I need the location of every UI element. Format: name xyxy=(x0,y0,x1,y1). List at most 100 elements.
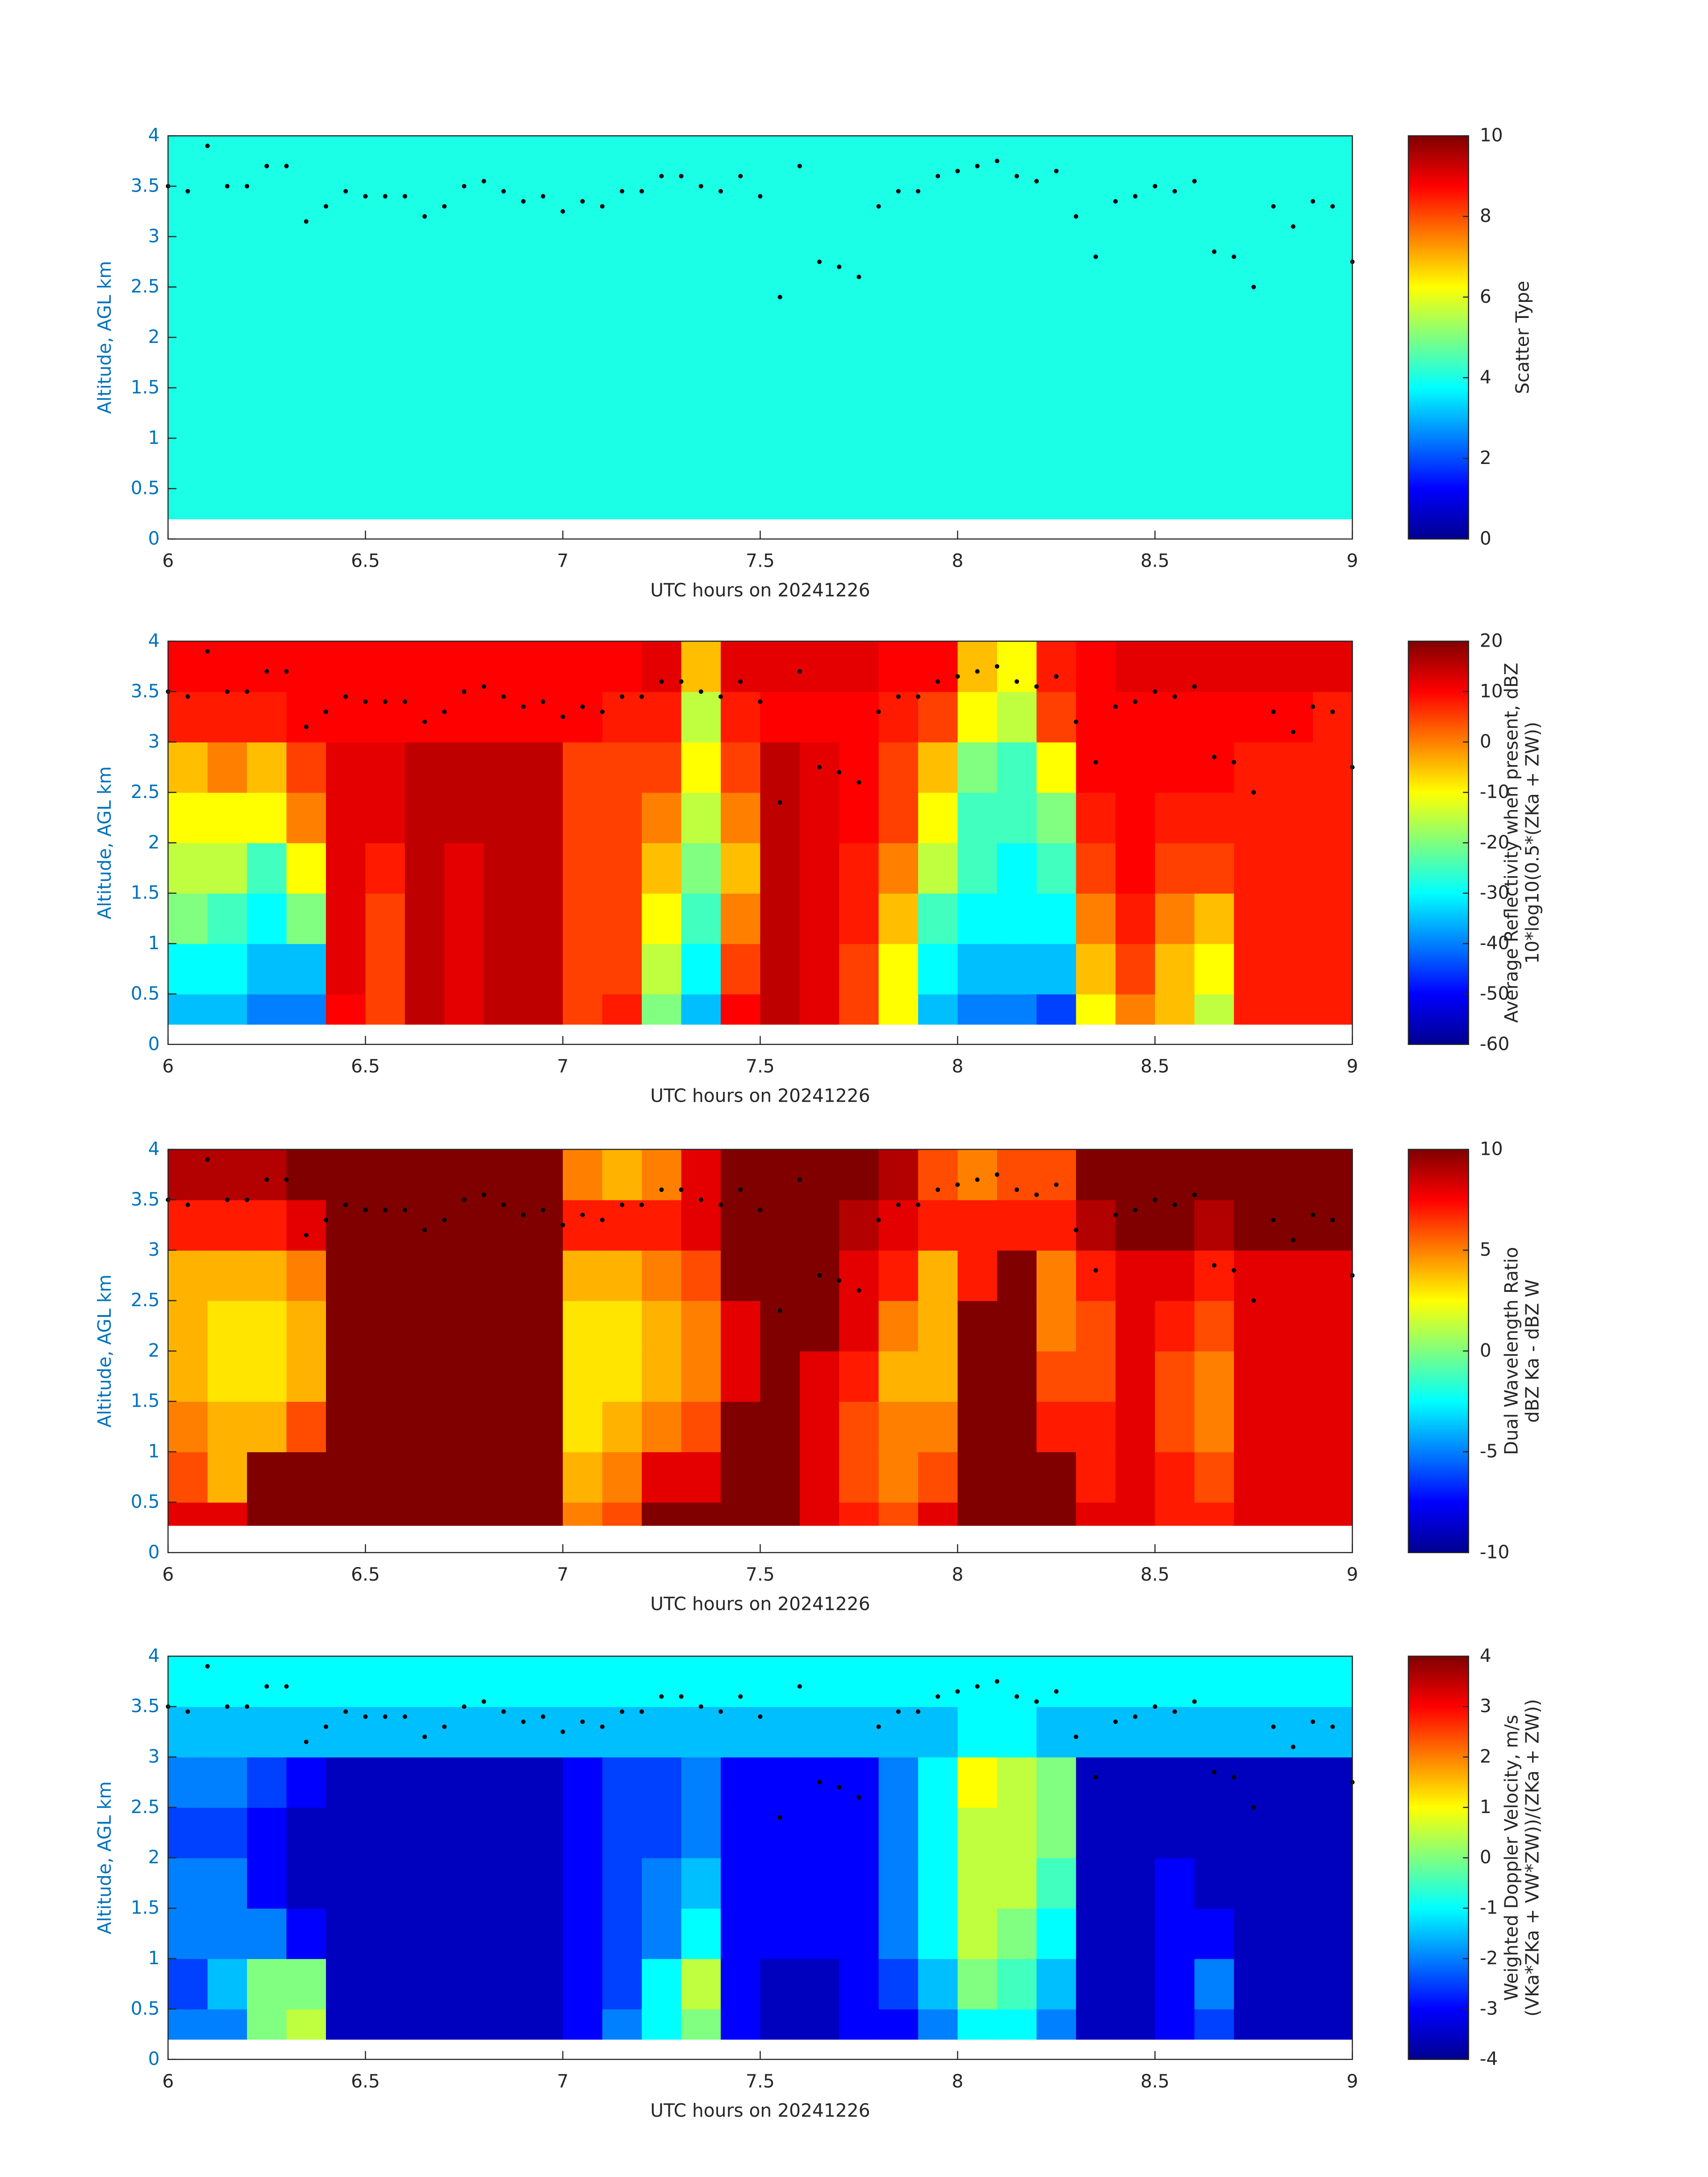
y-axis-label: Altitude, AGL km xyxy=(94,1781,115,1935)
heat-cell xyxy=(405,742,445,793)
heat-cell xyxy=(997,641,1037,692)
heat-cell xyxy=(760,2009,800,2040)
heat-cell xyxy=(405,1250,445,1301)
y-tick-label: 3.5 xyxy=(131,175,160,196)
heat-cell xyxy=(642,1706,682,1758)
heat-cell xyxy=(405,843,445,894)
heat-cell xyxy=(207,1199,248,1251)
heat-cell xyxy=(563,1149,603,1200)
heat-cell xyxy=(1155,1502,1195,1526)
heat-cell xyxy=(365,1858,405,1909)
cloud-top-point xyxy=(935,1694,940,1699)
heat-cell xyxy=(286,792,326,844)
cloud-top-point xyxy=(205,143,210,148)
heat-cell xyxy=(326,994,366,1025)
heat-cell xyxy=(602,136,643,519)
cloud-top-point xyxy=(679,1694,684,1699)
cloud-top-point xyxy=(1251,284,1256,289)
cloud-top-point xyxy=(343,694,348,699)
heat-cell xyxy=(365,1908,405,1959)
heat-cell xyxy=(286,1250,326,1301)
cloud-top-point xyxy=(1054,674,1059,679)
heat-cell xyxy=(642,843,682,894)
heat-cell xyxy=(799,893,840,944)
colorbar-tick-label: 0 xyxy=(1480,731,1491,752)
heat-cell xyxy=(997,691,1037,743)
heat-cell xyxy=(1115,1807,1156,1859)
cloud-top-point xyxy=(1290,729,1295,735)
heat-cell xyxy=(1194,641,1235,692)
cloud-top-point xyxy=(343,1709,348,1714)
heat-cell xyxy=(839,843,879,894)
heat-cell xyxy=(839,1300,879,1352)
heat-cell xyxy=(1155,2009,1195,2040)
heat-cell xyxy=(997,1351,1037,1402)
heat-cell xyxy=(1194,1351,1235,1402)
heat-cell xyxy=(878,1908,919,1959)
cloud-top-point xyxy=(225,184,230,188)
panel: 6 6.5 7 7.5 8 8.5 9 0 0.5 1 1.5 2 2.5 3 3.5 4 UTC hours … xyxy=(94,630,1543,1106)
cloud-top-point xyxy=(817,1273,822,1278)
heat-cell xyxy=(168,1199,208,1251)
heat-cell xyxy=(563,893,603,944)
heat-cell xyxy=(1115,1452,1156,1503)
heat-cell xyxy=(326,136,366,519)
cloud-top-point xyxy=(1271,204,1276,209)
cloud-top-point xyxy=(916,1709,921,1714)
cloud-top-point xyxy=(1015,679,1019,684)
heat-cell xyxy=(286,1858,326,1909)
heat-cell xyxy=(484,843,524,894)
heat-cell xyxy=(1155,1706,1195,1758)
heat-cell xyxy=(642,1757,682,1808)
heat-cell xyxy=(997,1300,1037,1352)
cloud-top-point xyxy=(1232,254,1236,259)
cloud-top-point xyxy=(758,194,763,199)
heat-cell xyxy=(405,1757,445,1808)
colorbar-label: dBZ Ka - dBZ W xyxy=(1522,1279,1543,1423)
cloud-top-point xyxy=(1192,179,1197,184)
heat-cell xyxy=(918,1858,958,1909)
heat-cell xyxy=(563,843,603,894)
heat-cell xyxy=(681,893,721,944)
heat-cell xyxy=(523,1656,564,1707)
heat-cell xyxy=(1234,1199,1274,1251)
cloud-top-point xyxy=(797,1684,802,1689)
colorbar-tick-label: 10 xyxy=(1480,680,1503,702)
heat-cell xyxy=(839,792,879,844)
heat-cell xyxy=(444,691,484,743)
heat-cell xyxy=(484,742,524,793)
heat-cell xyxy=(207,1757,248,1808)
heat-cell xyxy=(1234,1908,1274,1959)
x-tick-label: 6 xyxy=(162,550,174,572)
cloud-top-point xyxy=(383,1208,388,1212)
heat-cell xyxy=(957,691,998,743)
heat-cell xyxy=(1234,2009,1274,2040)
heat-cell xyxy=(207,1807,248,1859)
cloud-top-point xyxy=(560,1730,565,1734)
heat-cell xyxy=(247,1300,287,1352)
heat-cell xyxy=(1273,1250,1314,1301)
heat-cell xyxy=(484,136,524,519)
heat-cell xyxy=(721,1502,761,1526)
heat-cell xyxy=(444,641,484,692)
heat-cell xyxy=(365,893,405,944)
heat-cell xyxy=(326,944,366,994)
cloud-top-point xyxy=(462,1704,467,1709)
heat-cell xyxy=(286,994,326,1025)
heat-cell xyxy=(1194,994,1235,1025)
cloud-top-point xyxy=(876,204,881,209)
heat-cell xyxy=(602,1250,643,1301)
heat-cell xyxy=(1155,1300,1195,1352)
y-tick-label: 2.5 xyxy=(131,1289,160,1311)
heat-cell xyxy=(642,1250,682,1301)
heat-cell xyxy=(286,1401,326,1452)
heat-cell xyxy=(1155,1908,1195,1959)
heat-cell xyxy=(365,994,405,1025)
heat-cell xyxy=(365,1706,405,1758)
heat-cell xyxy=(1273,1656,1314,1707)
cloud-top-point xyxy=(718,694,723,699)
heat-cell xyxy=(957,641,998,692)
heat-cell xyxy=(681,641,721,692)
heat-cell xyxy=(681,1908,721,1959)
heat-cell xyxy=(207,994,248,1025)
